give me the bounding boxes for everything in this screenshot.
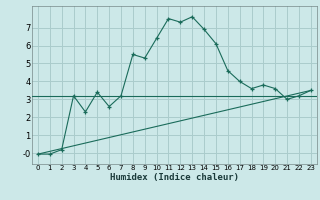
- X-axis label: Humidex (Indice chaleur): Humidex (Indice chaleur): [110, 173, 239, 182]
